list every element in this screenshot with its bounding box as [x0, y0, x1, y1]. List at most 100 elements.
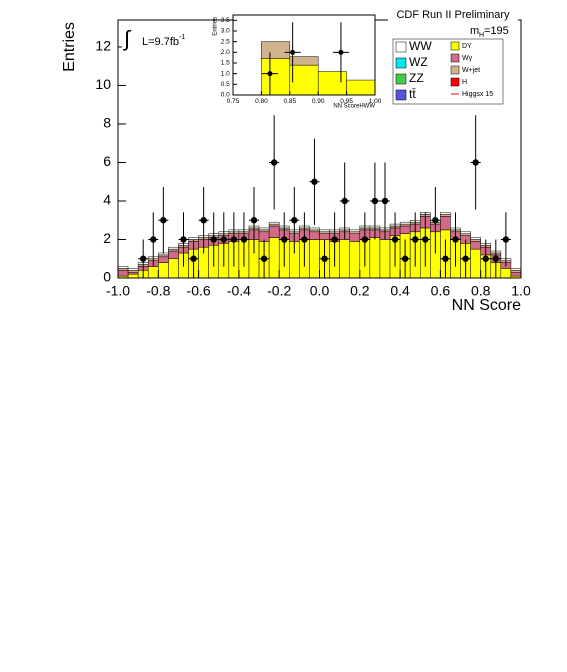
histogram-bar [309, 229, 320, 233]
x-tick-label: -0.4 [227, 283, 251, 299]
data-point [338, 49, 344, 55]
histogram-bar [158, 254, 169, 258]
x-tick-label: 0.4 [390, 283, 410, 299]
histogram-bar [127, 273, 139, 279]
histogram-bar [289, 56, 319, 66]
legend-label: WZ [409, 55, 428, 69]
histogram-bar [460, 231, 471, 234]
data-point [462, 255, 469, 262]
histogram-bar [268, 237, 280, 279]
x-tick-label: -0.8 [146, 283, 170, 299]
data-point [250, 217, 258, 224]
histogram-bar [470, 237, 481, 240]
x-tick-label: 1.00 [369, 98, 382, 105]
histogram-bar [168, 250, 179, 259]
histogram-bar [319, 233, 330, 240]
luminosity: L=9.7fb [142, 36, 179, 48]
luminosity-sup: -1 [179, 34, 185, 41]
legend-swatch [450, 65, 460, 75]
x-tick-label: 0.8 [471, 283, 491, 299]
histogram-bar [349, 231, 361, 234]
histogram-bar [289, 64, 319, 96]
y-tick-label: 4 [103, 192, 111, 208]
legend-swatch [395, 57, 407, 69]
data-point [452, 236, 459, 243]
histogram-bar [346, 79, 376, 96]
histogram-bar [349, 241, 361, 279]
y-tick-label: 1.5 [221, 60, 230, 67]
y-tick-label: 1.0 [221, 70, 230, 77]
histogram-bar [168, 246, 179, 250]
data-point [267, 71, 273, 77]
data-point [150, 236, 157, 243]
data-point [502, 236, 510, 243]
legend-swatch [450, 41, 460, 51]
data-point [180, 236, 187, 243]
histogram-bar [158, 262, 169, 279]
histogram-bar [510, 271, 522, 277]
data-point [422, 236, 429, 243]
histogram-bar [117, 268, 129, 271]
histogram-bar [470, 239, 481, 242]
histogram-bar [309, 231, 320, 240]
mass-sub: H [479, 32, 484, 39]
histogram-bar [399, 221, 411, 225]
histogram-bar [261, 58, 291, 96]
x-tick-label: 0.0 [310, 283, 330, 299]
y-tick-label: 2.5 [221, 38, 230, 45]
chart-title: CDF Run II Preliminary [396, 9, 510, 21]
data-point [220, 236, 227, 243]
histogram-bar [510, 270, 522, 273]
histogram-bar [258, 227, 270, 231]
y-tick-label: 2 [103, 230, 111, 246]
histogram-bar [460, 233, 471, 236]
y-tick-label: 2.0 [221, 49, 230, 56]
x-axis-label: NN ScoreHWW [333, 104, 375, 110]
x-tick-label: 0.90 [312, 98, 325, 105]
plot-frame-outline [232, 14, 376, 96]
x-tick-label: 0.85 [283, 98, 296, 105]
y-tick-label: 0.0 [221, 92, 230, 99]
data-point [391, 236, 399, 243]
legend-label: H [462, 79, 467, 86]
histogram-bar [309, 227, 320, 231]
y-tick-label: 0.5 [221, 81, 230, 88]
legend-swatch [395, 41, 407, 53]
data-point [321, 255, 328, 262]
data-point [260, 255, 268, 262]
data-point [139, 255, 147, 262]
histogram-bar [168, 248, 179, 252]
histogram-bar [268, 223, 280, 227]
legend-label: WW [409, 39, 432, 53]
data-point [210, 236, 217, 243]
integral: ∫ [122, 26, 132, 51]
mass-value: =195 [484, 25, 509, 37]
histogram-bar [127, 270, 139, 273]
histogram-bar [268, 221, 280, 225]
y-tick-label: 0 [103, 269, 111, 285]
data-point [472, 159, 479, 166]
histogram-bar [470, 241, 481, 250]
histogram-bar [188, 237, 199, 240]
data-point [401, 255, 409, 262]
histogram-bar [369, 237, 381, 279]
data-point [291, 217, 298, 224]
histogram-bar [440, 212, 451, 215]
data-point [290, 49, 296, 55]
legend-swatch [395, 89, 407, 101]
data-point [331, 236, 338, 243]
x-tick-label: 0.75 [227, 98, 240, 105]
x-tick-label: -1.0 [106, 283, 130, 299]
histogram-bar [258, 229, 270, 233]
data-point [190, 255, 197, 262]
data-point [432, 217, 439, 224]
data-point [412, 236, 419, 243]
data-point [381, 197, 389, 205]
histogram-bar [500, 268, 512, 279]
x-axis-label: NN Score [452, 297, 521, 314]
legend-label: tt̄ [409, 87, 416, 101]
histogram-bar [158, 256, 169, 263]
data-point [361, 236, 369, 243]
x-tick-label: 1.0 [511, 283, 531, 299]
y-tick-label: 3.5 [221, 17, 230, 24]
